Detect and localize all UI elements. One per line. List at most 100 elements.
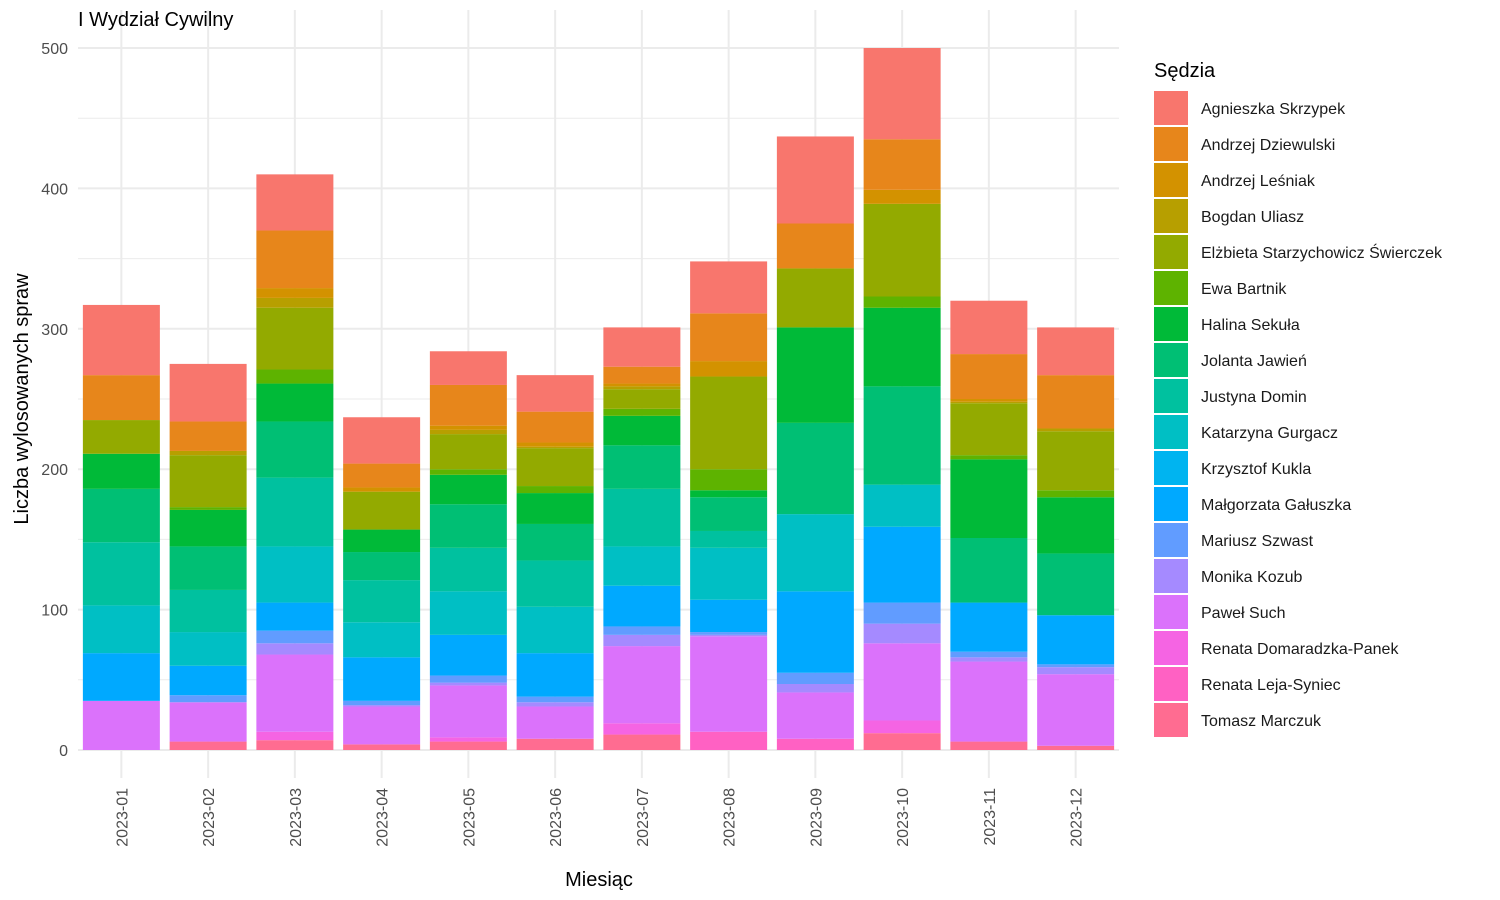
bar-segment: [776, 672, 854, 685]
bar-segment: [1037, 497, 1115, 554]
bar-segment: [429, 504, 507, 548]
bar-segment: [603, 408, 681, 416]
legend-title: Sędzia: [1154, 60, 1216, 82]
legend-key: [1154, 91, 1188, 125]
bar-segment: [516, 696, 594, 703]
bar-segment: [169, 589, 247, 633]
legend-label: Renata Domaradzka-Panek: [1201, 641, 1399, 658]
bar-segment: [343, 706, 421, 745]
legend-key: [1154, 487, 1188, 521]
x-tick-label: 2023-03: [288, 788, 305, 847]
bar-segment: [690, 469, 768, 491]
bar-segment: [776, 684, 854, 693]
bar-segment: [256, 731, 334, 741]
bar-segment: [690, 313, 768, 362]
chart-title: I Wydział Cywilny: [78, 9, 233, 31]
bar-segment: [603, 389, 681, 409]
bar-segment: [516, 738, 594, 750]
bar-segment: [863, 139, 941, 190]
legend-label: Katarzyna Gurgacz: [1201, 425, 1338, 442]
bar-segment: [82, 488, 160, 543]
bar-segment: [516, 442, 594, 447]
bar-segment: [1037, 667, 1115, 675]
legend-key: [1154, 127, 1188, 161]
legend-key: [1154, 703, 1188, 737]
bar-segment: [256, 297, 334, 308]
bar-segment: [516, 448, 594, 487]
bar-segment: [82, 700, 160, 750]
y-axis-title: Liczba wylosowanych spraw: [11, 273, 33, 525]
bar-segment: [950, 602, 1028, 652]
bar-segment: [429, 425, 507, 430]
bar-segment: [516, 706, 594, 739]
bar-segment: [516, 606, 594, 654]
legend-key: [1154, 307, 1188, 341]
legend: Sędzia Agnieszka Skrzypek Andrzej Dziewul…: [1154, 60, 1443, 737]
bar-segment: [603, 723, 681, 735]
bar-segment: [429, 685, 507, 738]
bar-segment: [603, 445, 681, 489]
y-tick-label: 400: [41, 181, 68, 198]
bar-segment: [343, 463, 421, 488]
bar-segment: [429, 469, 507, 475]
bar-segment: [950, 459, 1028, 538]
x-tick-label: 2023-11: [982, 788, 999, 846]
y-tick-label: 300: [41, 322, 68, 339]
bar-segment: [776, 692, 854, 739]
x-tick-label: 2023-10: [895, 788, 912, 847]
bar-segment: [169, 363, 247, 422]
bar-segment: [863, 733, 941, 750]
legend-label: Jolanta Jawień: [1201, 353, 1307, 370]
legend-label: Mariusz Szwast: [1201, 533, 1314, 550]
bar-segment: [169, 509, 247, 547]
bar-segment: [603, 383, 681, 387]
bar-segment: [256, 654, 334, 732]
bar-segment: [863, 602, 941, 624]
legend-key: [1154, 163, 1188, 197]
bar-segment: [603, 366, 681, 384]
bar-segment: [863, 386, 941, 485]
bar-segment: [950, 455, 1028, 460]
bar-segment: [343, 705, 421, 707]
bar-segment: [950, 741, 1028, 750]
bar-segment: [950, 657, 1028, 662]
legend-key: [1154, 595, 1188, 629]
bar-segment: [256, 307, 334, 370]
legend-label: Krzysztof Kukla: [1201, 461, 1311, 478]
bar-segment: [690, 731, 768, 750]
legend-label: Ewa Bartnik: [1201, 281, 1287, 298]
bar-segment: [343, 417, 421, 464]
legend-label: Renata Leja-Syniec: [1201, 677, 1341, 694]
legend-label: Andrzej Leśniak: [1201, 173, 1316, 190]
bar-segment: [516, 375, 594, 412]
bar-segment: [776, 514, 854, 592]
bar-segment: [429, 547, 507, 592]
bar-segment: [256, 369, 334, 384]
bar-segment: [82, 304, 160, 376]
bar-segment: [776, 738, 854, 750]
bar-segment: [690, 490, 768, 498]
bar-segment: [690, 632, 768, 635]
bar-segment: [863, 623, 941, 644]
bar-segment: [429, 591, 507, 635]
legend-key: [1154, 199, 1188, 233]
legend-key: [1154, 271, 1188, 305]
bar-segment: [950, 661, 1028, 742]
bar-segment: [603, 734, 681, 750]
bar-segment: [256, 288, 334, 298]
bar-segment: [516, 486, 594, 494]
legend-label: Małgorzata Gałuszka: [1201, 497, 1351, 514]
bar-segment: [169, 741, 247, 750]
x-tick-label: 2023-04: [375, 788, 392, 847]
bar-segment: [950, 403, 1028, 456]
x-tick-label: 2023-07: [635, 788, 652, 847]
bar-segment: [256, 383, 334, 422]
bar-segment: [776, 422, 854, 515]
bar-segment: [82, 420, 160, 454]
bar-segment: [690, 636, 768, 732]
bar-segment: [1037, 431, 1115, 491]
bar-segment: [343, 529, 421, 553]
bar-segment: [603, 626, 681, 635]
y-tick-label: 0: [59, 743, 68, 760]
y-tick-label: 500: [41, 41, 68, 58]
